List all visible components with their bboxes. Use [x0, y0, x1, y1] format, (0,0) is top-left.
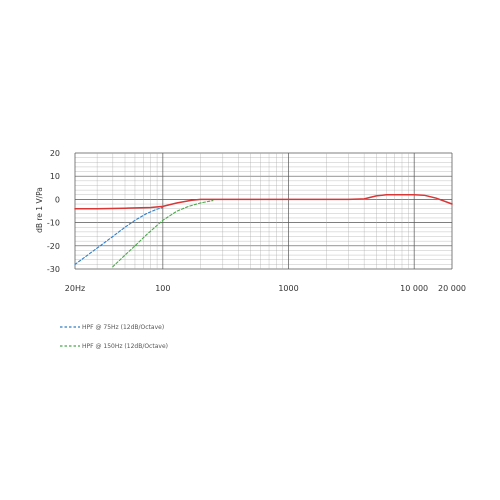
y-tick-label: -30	[47, 265, 60, 274]
legend-label: HPF @ 75Hz (12dB/Octave)	[82, 324, 164, 331]
x-tick-label: 20Hz	[65, 284, 85, 293]
x-tick-label: 10 000	[400, 284, 428, 293]
y-axis-label: dB re 1 V/Pa	[35, 187, 44, 233]
series-line-hpf-75	[74, 206, 164, 265]
series-layer	[74, 194, 453, 268]
x-tick-label: 20 000	[438, 284, 466, 293]
x-tick-label: 1000	[278, 284, 298, 293]
x-tick-label: 100	[155, 284, 170, 293]
grid	[74, 152, 453, 270]
legend-label: HPF @ 150Hz (12dB/Octave)	[82, 343, 168, 350]
legend: HPF @ 75Hz (12dB/Octave) HPF @ 150Hz (12d…	[60, 324, 168, 350]
series-line-hpf-150	[112, 200, 214, 268]
y-tick-label: 0	[55, 195, 60, 204]
y-tick-label: -20	[47, 242, 60, 251]
y-tick-label: -10	[47, 219, 60, 228]
y-tick-label: 20	[50, 149, 60, 158]
series-line-response	[74, 194, 453, 210]
y-tick-label: 10	[50, 172, 60, 181]
